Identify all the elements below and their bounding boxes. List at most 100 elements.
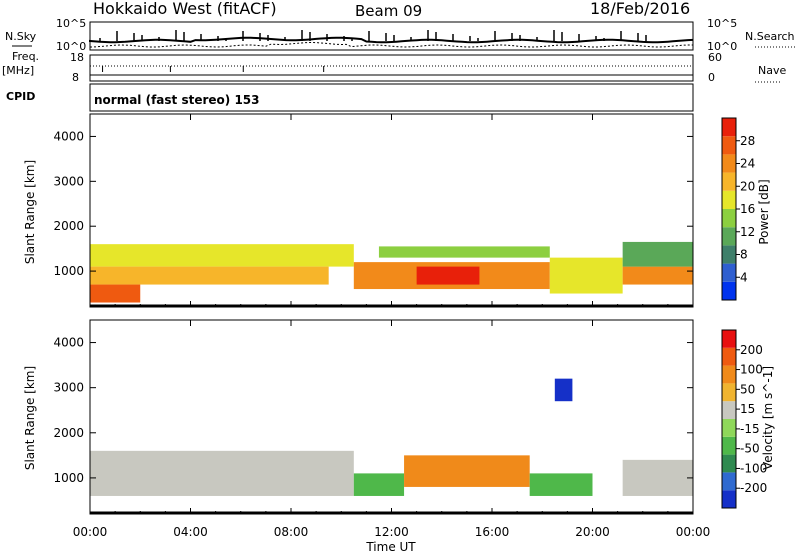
cpid-value: normal (fast stereo) 153 <box>94 93 260 107</box>
velocity-colorbar: 200 100 50 15 -15 -50 -100 -200 <box>721 329 767 509</box>
colorbar-swatch <box>722 365 736 384</box>
colorbar-swatch <box>722 172 736 191</box>
nsky-line <box>89 36 694 44</box>
x-tick-label: 04:00 <box>173 525 208 539</box>
colorbar-tick-label: -200 <box>740 481 767 495</box>
colorbar-swatch <box>722 190 736 209</box>
power-heatmap <box>90 241 693 303</box>
velocity-region-0 <box>90 450 354 496</box>
colorbar-swatch <box>722 436 736 455</box>
power-ylabel: Slant Range [km] <box>23 160 37 264</box>
colorbar-swatch <box>722 419 736 437</box>
velocity-region-3 <box>529 473 593 496</box>
power-colorbar: 4 8 12 16 20 24 28 <box>721 117 755 301</box>
velocity-colorbar-label: Velocity [m s^-1] <box>761 366 775 470</box>
colorbar-tick-label: 100 <box>740 363 763 377</box>
colorbar-swatch <box>722 347 736 366</box>
colorbar-swatch <box>722 454 736 473</box>
velocity-region-1 <box>353 473 405 496</box>
freq-panel: Freq. [MHz] 18 8 60 0 Nave <box>2 50 786 84</box>
nsky-label: N.Sky <box>5 30 37 43</box>
velocity-y-axis: 1000 2000 3000 4000 <box>53 336 693 485</box>
nsearch-scale-lo: 10^0 <box>707 40 737 53</box>
y-tick-label: 1000 <box>53 471 84 485</box>
colorbar-tick-label: -100 <box>740 461 767 475</box>
freq-ticks <box>102 66 325 72</box>
nave-lo: 0 <box>708 71 715 84</box>
velocity-ylabel: Slant Range [km] <box>23 366 37 470</box>
nave-label: Nave <box>758 64 786 77</box>
colorbar-tick-label: 24 <box>740 157 755 171</box>
colorbar-tick-label: 16 <box>740 202 755 216</box>
freq-label: Freq. <box>12 50 39 63</box>
power-region-0 <box>90 244 354 267</box>
power-region-5 <box>378 246 550 258</box>
freq-lo: 8 <box>72 71 79 84</box>
colorbar-swatch <box>722 490 736 508</box>
freq-unit: [MHz] <box>2 64 34 77</box>
colorbar-tick-label: 4 <box>740 270 748 284</box>
colorbar-tick-label: 200 <box>740 343 763 357</box>
colorbar-swatch <box>722 401 736 419</box>
power-region-6 <box>549 257 623 294</box>
y-tick-label: 3000 <box>53 174 84 188</box>
station-title: Hokkaido West (fitACF) <box>93 0 277 18</box>
power-region-7 <box>622 266 693 285</box>
colorbar-swatch <box>722 209 736 228</box>
power-panel: 1000 2000 3000 4000 Slant Range [km] 4 8 12 16… <box>23 113 771 308</box>
colorbar-swatch <box>722 472 736 491</box>
nsky-scale-hi: 10^5 <box>56 17 86 30</box>
y-tick-label: 4000 <box>53 129 84 143</box>
colorbar-tick-label: 50 <box>740 382 755 396</box>
colorbar-swatch <box>722 227 736 246</box>
colorbar-swatch <box>722 263 736 282</box>
velocity-region-2 <box>404 455 530 487</box>
x-tick-label: 00:00 <box>676 525 711 539</box>
colorbar-tick-label: 8 <box>740 248 748 262</box>
colorbar-tick-label: 12 <box>740 225 755 239</box>
colorbar-swatch <box>722 281 736 300</box>
nsearch-line <box>89 41 693 48</box>
velocity-heatmap <box>90 378 693 496</box>
x-tick-label: 00:00 <box>73 525 108 539</box>
power-region-1 <box>90 266 329 285</box>
y-tick-label: 3000 <box>53 381 84 395</box>
colorbar-frame <box>721 329 737 509</box>
beam-title: Beam 09 <box>355 2 422 20</box>
x-tick-label: 16:00 <box>475 525 510 539</box>
power-y-axis: 1000 2000 3000 4000 <box>53 129 693 278</box>
colorbar-swatch <box>722 330 736 348</box>
colorbar-swatch <box>722 118 736 137</box>
velocity-region-4 <box>554 378 573 402</box>
power-region-2 <box>90 284 141 303</box>
power-region-4 <box>416 266 480 285</box>
y-tick-label: 2000 <box>53 426 84 440</box>
time-xlabel: Time UT <box>365 540 416 554</box>
cpid-label: CPID <box>6 90 35 103</box>
colorbar-swatch <box>722 154 736 173</box>
nsearch-label: N.Search <box>745 30 795 43</box>
velocity-panel: 1000 2000 3000 4000 Slant Range [km] 200 100… <box>23 319 775 515</box>
colorbar-tick-label: -15 <box>740 422 760 436</box>
cpid-panel: CPID normal (fast stereo) 153 <box>6 83 694 112</box>
nave-hi: 60 <box>708 51 722 64</box>
nsky-scale-lo: 10^0 <box>56 40 86 53</box>
nsky-panel: N.Sky 10^5 10^0 10^5 10^0 N.Search <box>5 17 795 53</box>
colorbar-tick-label: 28 <box>740 134 755 148</box>
x-tick-label: 20:00 <box>575 525 610 539</box>
time-x-axis: 00:00 04:00 08:00 12:00 16:00 20:00 00:00 <box>73 114 711 539</box>
y-tick-label: 4000 <box>53 336 84 350</box>
x-tick-label: 08:00 <box>274 525 309 539</box>
y-tick-label: 2000 <box>53 219 84 233</box>
freq-hi: 18 <box>70 51 84 64</box>
power-colorbar-label: Power [dB] <box>757 179 771 244</box>
y-tick-label: 1000 <box>53 264 84 278</box>
power-region-8 <box>622 241 693 267</box>
velocity-region-5 <box>622 459 693 496</box>
nsearch-scale-hi: 10^5 <box>707 17 737 30</box>
colorbar-swatch <box>722 245 736 264</box>
x-tick-label: 12:00 <box>374 525 409 539</box>
colorbar-tick-label: 15 <box>740 402 755 416</box>
colorbar-tick-label: -50 <box>740 442 760 456</box>
